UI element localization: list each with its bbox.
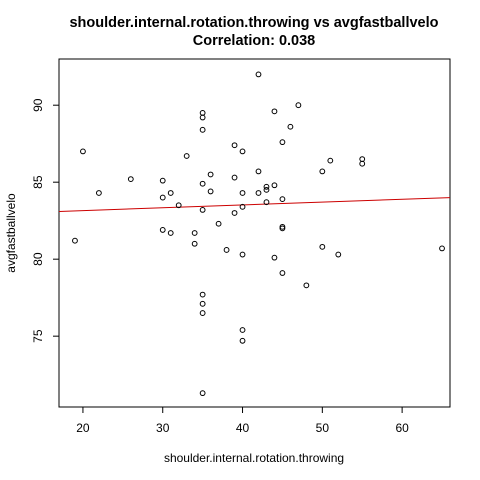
data-point <box>335 251 342 258</box>
y-tick-label: 85 <box>31 175 45 189</box>
data-point <box>191 240 198 247</box>
data-point <box>279 225 286 232</box>
data-point <box>279 270 286 276</box>
data-point <box>167 230 174 236</box>
data-point <box>295 102 302 109</box>
y-axis-label: avgfastballvelo <box>4 193 18 273</box>
data-point <box>359 160 366 167</box>
data-point <box>231 174 238 181</box>
data-point <box>159 194 166 201</box>
x-tick-label: 40 <box>236 421 250 435</box>
data-point <box>199 310 206 316</box>
data-point <box>199 291 206 298</box>
data-point <box>263 186 270 193</box>
data-point <box>183 153 190 159</box>
data-point <box>199 180 206 187</box>
data-point <box>239 190 246 196</box>
data-point <box>231 142 238 149</box>
data-point <box>319 168 326 175</box>
data-point <box>271 108 278 115</box>
x-axis-label: shoulder.internal.rotation.throwing <box>164 451 344 465</box>
data-point <box>95 190 102 196</box>
data-point <box>327 157 334 164</box>
chart-title: shoulder.internal.rotation.throwing vs a… <box>69 15 438 31</box>
data-point <box>127 176 134 183</box>
data-point <box>80 148 86 155</box>
data-point <box>319 243 326 250</box>
data-point <box>439 245 445 252</box>
data-point <box>263 199 270 206</box>
data-point <box>271 254 278 261</box>
data-point <box>287 123 294 130</box>
data-point <box>359 156 366 162</box>
x-tick-label: 20 <box>76 421 90 435</box>
x-tick-label: 30 <box>156 421 170 435</box>
data-point <box>199 109 206 116</box>
chart-subtitle: Correlation: 0.038 <box>193 33 316 49</box>
data-point <box>175 202 182 209</box>
data-point <box>239 251 246 258</box>
data-point <box>239 337 246 344</box>
data-point <box>199 390 206 397</box>
data-point <box>207 188 214 195</box>
data-point <box>191 230 198 236</box>
data-points <box>72 71 445 397</box>
data-point <box>223 247 230 253</box>
data-point <box>303 282 310 289</box>
data-point <box>239 148 246 155</box>
data-point <box>199 207 206 213</box>
data-point <box>255 71 262 78</box>
data-point <box>199 300 206 307</box>
data-point <box>279 196 286 203</box>
data-point <box>239 203 246 210</box>
data-point <box>207 171 214 178</box>
data-point <box>255 168 262 175</box>
data-point <box>72 237 78 244</box>
x-tick-label: 50 <box>316 421 330 435</box>
plot-frame <box>58 58 451 408</box>
data-point <box>215 220 222 227</box>
data-point <box>167 190 174 196</box>
y-tick-label: 75 <box>31 329 45 343</box>
data-point <box>199 126 206 133</box>
data-point <box>263 183 270 190</box>
data-point <box>159 227 166 233</box>
data-point <box>159 177 166 184</box>
data-point <box>255 190 262 196</box>
data-point <box>239 327 246 333</box>
data-point <box>279 139 286 146</box>
y-tick-label: 90 <box>31 98 45 112</box>
data-point <box>231 210 238 216</box>
y-tick-label: 80 <box>31 252 45 266</box>
regression-line <box>58 197 451 212</box>
x-tick-label: 60 <box>395 421 409 435</box>
data-point <box>199 114 206 121</box>
data-point <box>271 182 278 189</box>
x-axis: 20 30 40 50 60 <box>76 407 409 435</box>
y-axis: 75 80 85 90 <box>31 98 59 343</box>
